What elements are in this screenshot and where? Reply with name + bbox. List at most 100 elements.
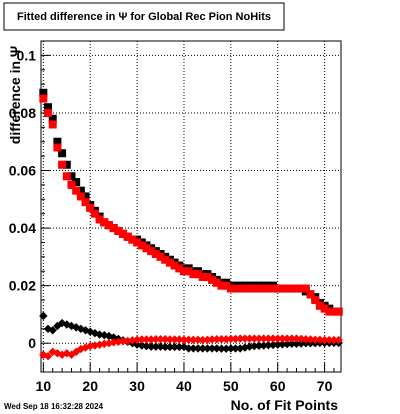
data-point [231, 334, 240, 344]
series-3 [39, 334, 343, 361]
data-point [44, 103, 53, 112]
data-point [58, 149, 67, 158]
data-point [287, 339, 296, 348]
data-point [175, 264, 184, 273]
data-point [325, 335, 334, 345]
data-point [320, 335, 329, 345]
data-point [212, 344, 221, 353]
data-point [217, 344, 226, 353]
data-point [179, 267, 188, 276]
data-point [221, 344, 231, 353]
y-axis-label: difference in Ψ [7, 46, 23, 144]
data-point [142, 244, 151, 253]
x-tick-label: 20 [82, 378, 98, 394]
data-point [184, 267, 193, 276]
data-point [193, 344, 203, 353]
data-point [67, 172, 76, 181]
data-point [283, 284, 292, 293]
data-point [76, 186, 85, 195]
data-point [175, 342, 184, 352]
data-point [170, 261, 179, 270]
data-point [226, 334, 236, 344]
data-point [151, 342, 161, 351]
data-point [146, 342, 156, 351]
data-point [203, 344, 212, 353]
data-point [119, 229, 128, 238]
data-point [53, 137, 62, 146]
data-point [81, 192, 90, 201]
data-point [156, 334, 165, 344]
data-point [81, 198, 90, 207]
data-point [43, 351, 53, 361]
data-point [240, 334, 250, 343]
data-point [90, 209, 99, 218]
data-point [254, 341, 264, 351]
data-point [184, 335, 193, 344]
data-point [287, 284, 296, 293]
data-point [297, 284, 306, 293]
data-point [301, 334, 311, 344]
data-point [175, 335, 184, 344]
data-point [161, 334, 170, 344]
data-point [123, 336, 132, 346]
data-point [217, 334, 226, 344]
data-point [311, 335, 320, 344]
data-point [76, 192, 85, 201]
data-point [198, 335, 207, 345]
data-point [301, 284, 310, 293]
data-point [278, 340, 287, 349]
data-point [245, 334, 254, 343]
data-point [292, 334, 301, 343]
chart-title: Fitted difference in Ψ for Global Rec Pi… [17, 11, 271, 23]
data-point [259, 334, 268, 343]
data-point [132, 340, 142, 349]
y-tick-label: 0.08 [9, 105, 36, 121]
data-point [137, 341, 146, 350]
data-point [194, 270, 203, 279]
data-point [142, 335, 151, 344]
data-point [165, 342, 175, 352]
data-point [133, 238, 142, 247]
data-point [161, 255, 170, 264]
data-point [315, 335, 325, 344]
data-point [240, 343, 250, 352]
data-point [128, 235, 137, 244]
data-point [165, 258, 174, 267]
data-point [193, 335, 203, 344]
data-point [118, 337, 128, 346]
data-point [292, 339, 301, 348]
data-point [58, 160, 67, 169]
data-point [198, 273, 207, 282]
data-point [231, 344, 240, 353]
data-point [217, 281, 226, 290]
data-point [236, 284, 245, 293]
data-point [311, 296, 320, 305]
data-point [72, 186, 81, 195]
data-point [221, 334, 231, 344]
data-point [198, 344, 207, 353]
data-point [329, 335, 339, 345]
x-axis-label: No. of Fit Points [231, 397, 339, 413]
data-point [53, 143, 62, 152]
data-point [325, 307, 334, 316]
data-point [231, 284, 240, 293]
data-point [264, 284, 273, 293]
data-point [67, 180, 76, 189]
series-2 [39, 311, 343, 353]
data-point [137, 335, 146, 344]
data-point [296, 339, 306, 348]
data-point [184, 344, 193, 353]
data-point [250, 341, 259, 351]
data-point [226, 344, 236, 353]
data-point [236, 334, 245, 343]
x-tick-label: 70 [317, 378, 333, 394]
data-point [39, 94, 48, 103]
y-tick-label: 0 [28, 335, 36, 351]
data-point [100, 218, 109, 227]
data-point [250, 334, 259, 343]
data-point [132, 335, 142, 344]
data-point [189, 335, 198, 344]
data-point [334, 307, 343, 316]
data-point [203, 273, 212, 282]
data-point [95, 215, 104, 224]
